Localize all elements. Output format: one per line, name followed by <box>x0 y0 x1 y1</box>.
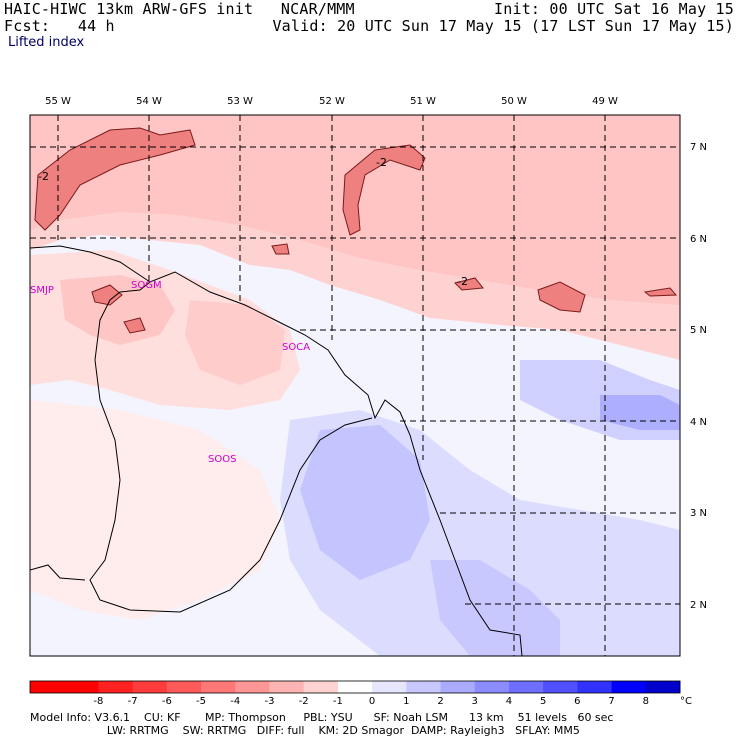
colorbar-cell <box>440 681 476 693</box>
colorbar-cell <box>406 681 442 693</box>
colorbar-cell <box>611 681 647 693</box>
colorbar-cell <box>372 681 407 693</box>
model-info-line-1: Model Info: V3.6.1 CU: KF MP: Thompson P… <box>30 711 614 724</box>
colorbar-cell <box>543 681 578 693</box>
lon-label: 55 W <box>45 96 71 107</box>
colorbar-cell <box>132 681 168 693</box>
colorbar-label: -3 <box>264 696 274 707</box>
valid-time: Valid: 20 UTC Sun 17 May 15 (17 LST Sun … <box>272 17 734 35</box>
station-smjp: SMJP <box>30 285 54 296</box>
lon-label: 53 W <box>227 96 253 107</box>
lat-label: 3 N <box>690 508 707 519</box>
lon-label: 50 W <box>501 96 527 107</box>
colorbar-label: -8 <box>93 696 103 707</box>
colorbar-label: -5 <box>196 696 206 707</box>
model-title: HAIC-HIWC 13km ARW-GFS init NCAR/MMM <box>4 0 355 18</box>
colorbar-unit: °C <box>680 696 692 707</box>
lon-label: 52 W <box>319 96 345 107</box>
colorbar: -8 -7 -6 -5 -4 -3 -2 -1 0 1 2 3 4 5 6 7 8 °C <box>29 680 692 707</box>
colorbar-label: -2 <box>299 696 309 707</box>
colorbar-label: 3 <box>472 696 478 707</box>
colorbar-label: 5 <box>540 696 546 707</box>
station-soca: SOCA <box>282 342 310 353</box>
lat-label: 5 N <box>690 325 707 336</box>
lat-label: 6 N <box>690 234 707 245</box>
field-name: Lifted index <box>8 35 85 50</box>
colorbar-label: 2 <box>437 696 443 707</box>
colorbar-cell <box>269 681 305 693</box>
init-time: Init: 00 UTC Sat 16 May 15 <box>494 0 734 18</box>
model-info-line-2: LW: RRTMG SW: RRTMG DIFF: full KM: 2D Sm… <box>30 724 580 737</box>
lat-label: 4 N <box>690 417 707 428</box>
lon-label: 49 W <box>592 96 618 107</box>
contour-label: -2 <box>376 156 387 169</box>
colorbar-label: -7 <box>128 696 138 707</box>
colorbar-label: -6 <box>162 696 172 707</box>
colorbar-label: 8 <box>643 696 649 707</box>
lon-label: 51 W <box>410 96 436 107</box>
colorbar-cell <box>474 681 510 693</box>
station-sogm: SOGM <box>131 280 162 291</box>
colorbar-cell <box>98 681 134 693</box>
colorbar-label: 7 <box>608 696 614 707</box>
colorbar-label: -4 <box>230 696 240 707</box>
lon-label: 54 W <box>136 96 162 107</box>
colorbar-cell <box>337 681 373 693</box>
colorbar-label: 0 <box>369 696 375 707</box>
colorbar-label: 6 <box>574 696 580 707</box>
station-soos: SOOS <box>208 454 236 465</box>
forecast-hour: Fcst: 44 h <box>4 17 115 35</box>
colorbar-cell <box>645 681 681 693</box>
colorbar-cell <box>235 681 270 693</box>
lat-label: 2 N <box>690 600 707 611</box>
colorbar-cell <box>201 681 236 693</box>
colorbar-label: -1 <box>333 696 343 707</box>
colorbar-label: 4 <box>506 696 512 707</box>
contour-label: -2 <box>38 170 49 183</box>
lifted-index-field <box>30 115 680 656</box>
contour-label: -2 <box>457 275 468 288</box>
colorbar-cell <box>303 681 339 693</box>
colorbar-cell <box>508 681 544 693</box>
colorbar-cell <box>577 681 613 693</box>
colorbar-cell <box>64 681 99 693</box>
colorbar-cell <box>30 681 65 693</box>
lat-label: 7 N <box>690 142 707 153</box>
colorbar-cell <box>166 681 202 693</box>
colorbar-label: 1 <box>403 696 409 707</box>
